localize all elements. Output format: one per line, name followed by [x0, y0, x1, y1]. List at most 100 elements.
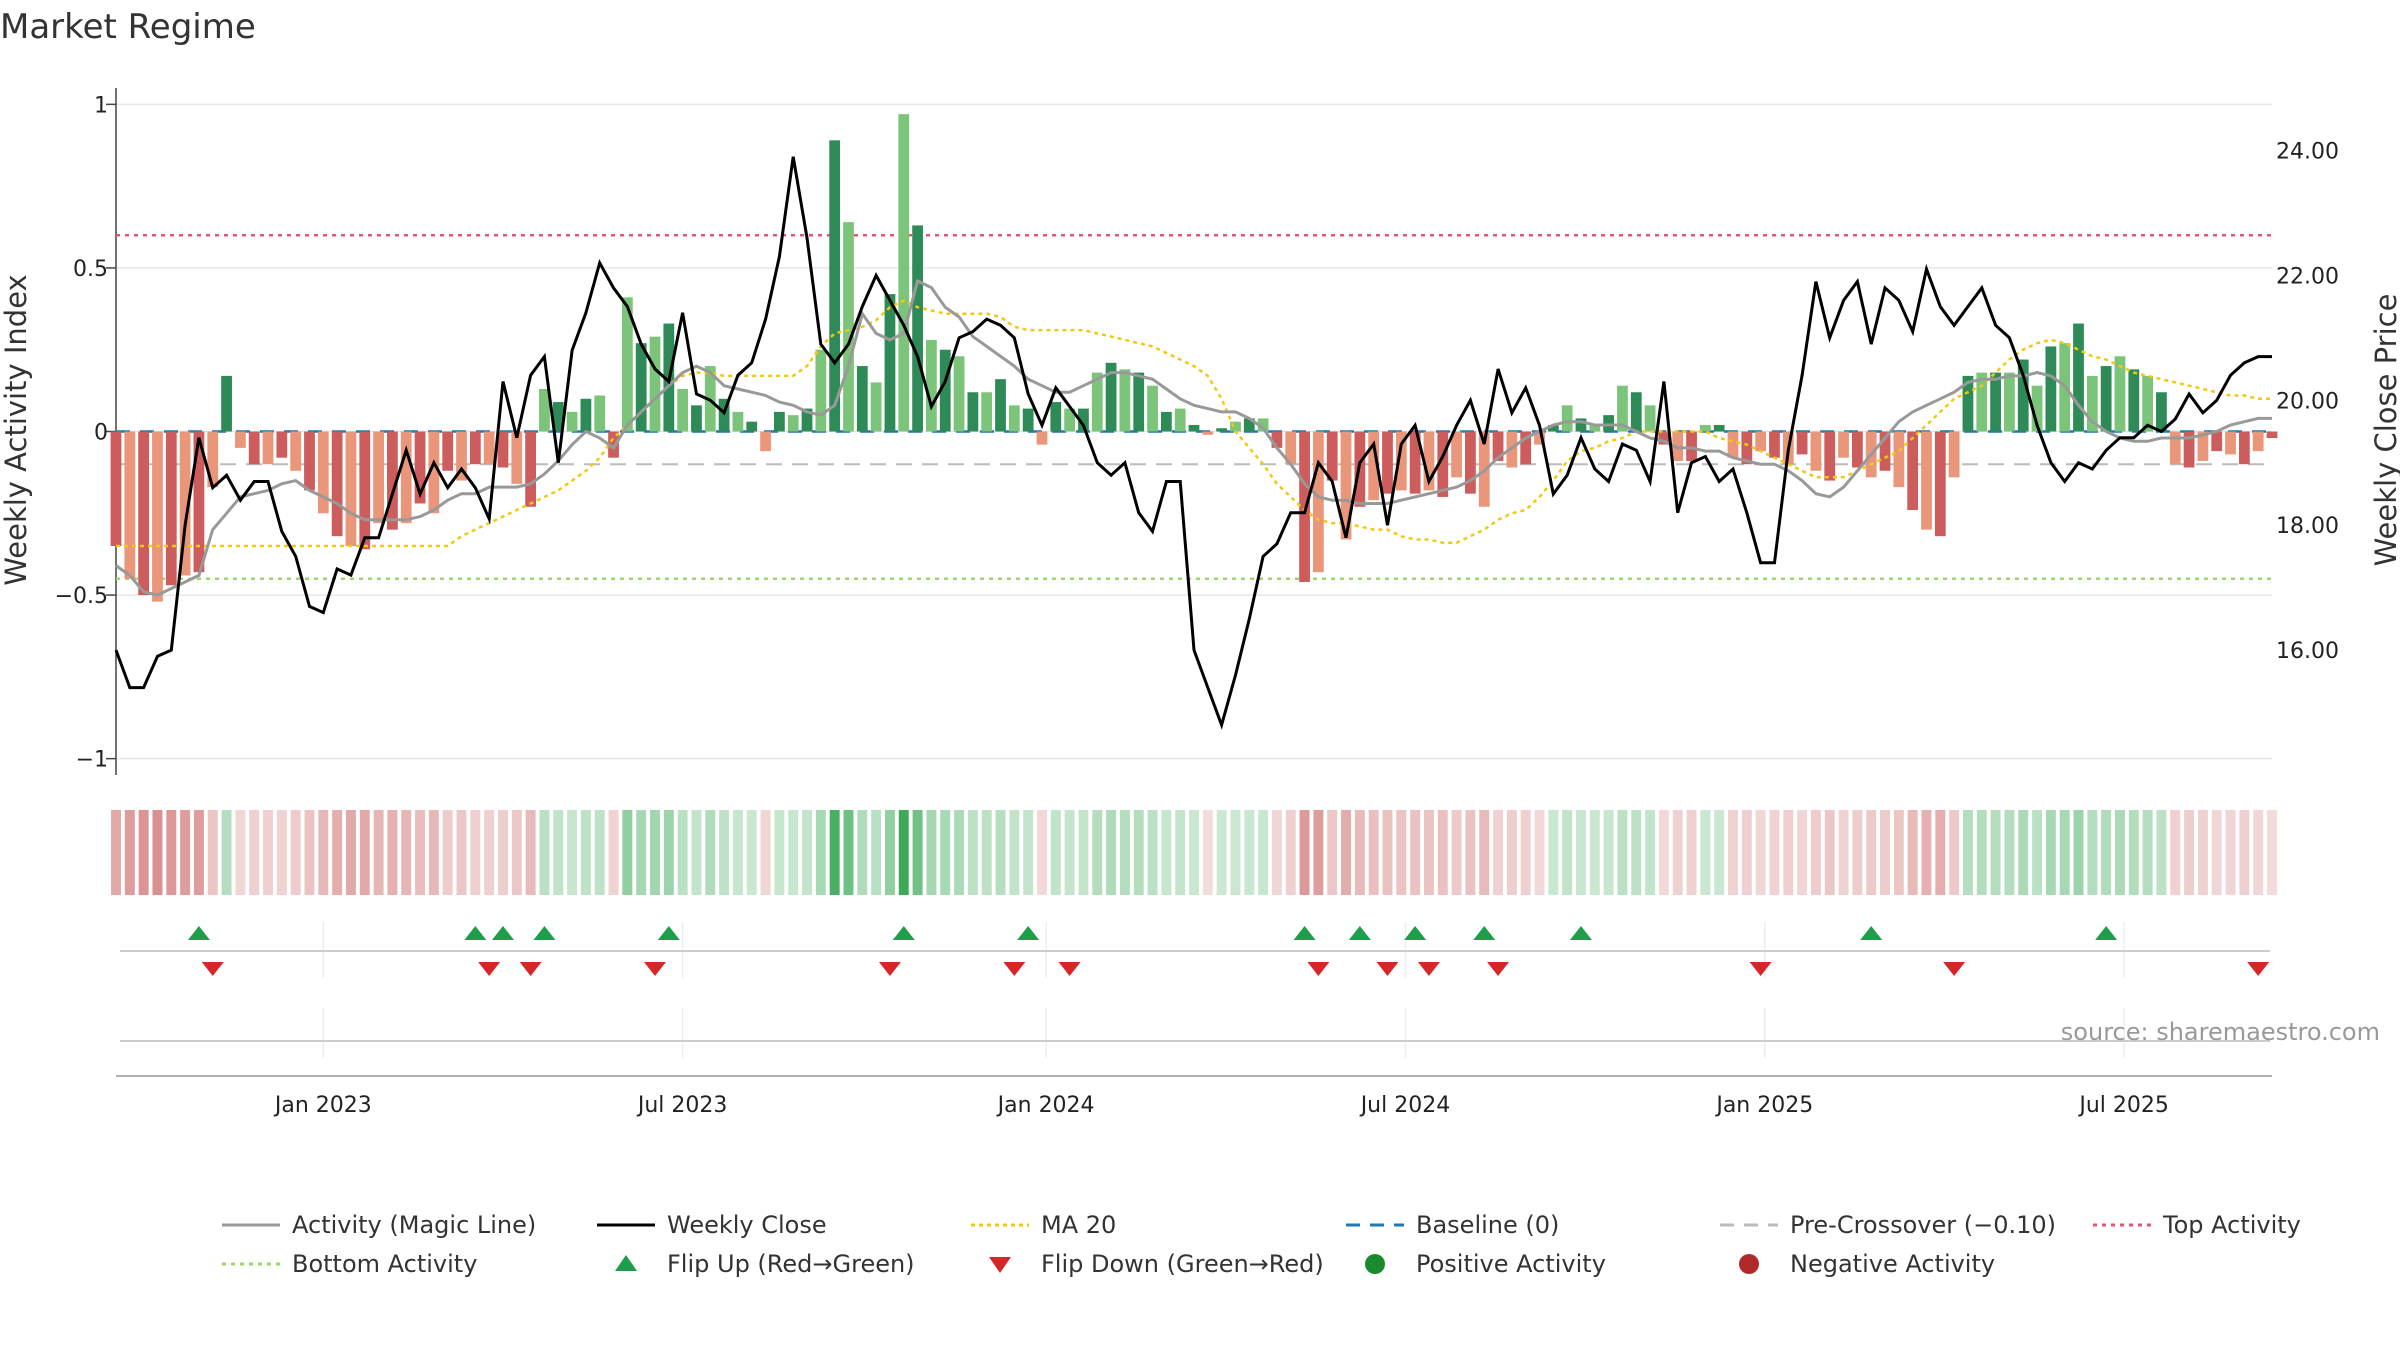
regime-cell — [553, 810, 564, 895]
activity-bar — [926, 339, 937, 432]
activity-bar — [635, 343, 647, 432]
regime-cell — [884, 810, 895, 895]
activity-bar — [2211, 431, 2223, 452]
activity-bar — [2017, 359, 2029, 432]
magic-line — [115, 278, 2272, 597]
regime-cell — [829, 810, 840, 895]
activity-bar — [1036, 431, 1048, 445]
legend-item: Positive Activity — [1365, 1250, 1606, 1278]
activity-bar — [2266, 431, 2278, 439]
regime-cell — [1396, 810, 1407, 895]
y-tick-label-right: 18.00 — [2276, 514, 2339, 539]
regime-cell — [732, 810, 743, 895]
regime-cell — [567, 810, 578, 895]
regime-cell — [2156, 810, 2167, 895]
regime-cell — [1617, 810, 1628, 895]
regime-cell — [1603, 810, 1614, 895]
activity-bar — [1064, 408, 1076, 432]
activity-bar — [2183, 431, 2195, 468]
x-tick-label: Jul 2023 — [636, 1093, 728, 1118]
legend-label: MA 20 — [1041, 1211, 1116, 1239]
regime-cell — [608, 810, 619, 895]
regime-cell — [1921, 810, 1932, 895]
activity-bar — [718, 398, 730, 432]
regime-cell — [1175, 810, 1186, 895]
regime-cell — [1672, 810, 1683, 895]
regime-cell — [2045, 810, 2056, 895]
regime-cell — [1258, 810, 1269, 895]
flip-up-marker — [1404, 926, 1427, 940]
activity-bar — [1948, 431, 1960, 478]
activity-bar — [1547, 424, 1559, 432]
regime-cell — [1147, 810, 1158, 895]
regime-cell — [1755, 810, 1766, 895]
regime-cell — [1230, 810, 1241, 895]
regime-cell — [705, 810, 716, 895]
regime-cell — [594, 810, 605, 895]
legend-item: Flip Up (Red→Green) — [615, 1250, 915, 1278]
activity-bar — [497, 431, 509, 468]
regime-cell — [2225, 810, 2236, 895]
regime-cell — [2059, 810, 2070, 895]
activity-bar — [2086, 375, 2098, 432]
activity-bar — [2073, 323, 2084, 432]
activity-bar — [815, 349, 827, 432]
regime-cell — [1092, 810, 1103, 895]
regime-cell — [1368, 810, 1379, 895]
axes: 1 0.5 0 −0.5 −1 24.00 22.00 20.00 18.00 16.00 — [55, 88, 2339, 775]
activity-bar — [234, 431, 246, 448]
triangle-up-icon — [615, 1255, 637, 1271]
activity-bar — [1091, 372, 1103, 432]
activity-bar — [2156, 392, 2167, 432]
activity-bar — [1340, 431, 1352, 540]
regime-cell — [677, 810, 688, 895]
regime-cell — [2239, 810, 2250, 895]
activity-bar — [1312, 431, 1324, 573]
regime-cell — [1783, 810, 1794, 895]
activity-bar — [373, 431, 384, 524]
regime-cell — [124, 810, 135, 895]
activity-bar — [207, 431, 219, 488]
activity-bar — [621, 297, 633, 432]
regime-cell — [940, 810, 951, 895]
regime-cell — [1202, 810, 1213, 895]
activity-bar — [2114, 356, 2126, 432]
regime-cell — [1562, 810, 1573, 895]
activity-bar — [1575, 418, 1587, 432]
flip-up-marker — [657, 926, 680, 940]
flip-down-marker — [1307, 962, 1330, 976]
regime-cell — [1285, 810, 1296, 895]
regime-cell — [1852, 810, 1863, 895]
regime-cell — [954, 810, 965, 895]
regime-cell — [1299, 810, 1310, 895]
regime-cell — [1493, 810, 1504, 895]
activity-bar — [1976, 372, 1988, 432]
regime-cell — [332, 810, 343, 895]
activity-bar — [152, 431, 163, 602]
regime-cell — [207, 810, 218, 895]
regime-cell — [580, 810, 591, 895]
activity-bar — [1921, 431, 1932, 530]
activity-bar — [221, 375, 232, 432]
regime-cell — [857, 810, 868, 895]
activity-bar — [525, 431, 537, 507]
regime-cell — [415, 810, 426, 895]
activity-bar — [1644, 405, 1656, 432]
legend-label: Negative Activity — [1790, 1250, 1995, 1278]
flip-up-marker — [892, 926, 915, 940]
activity-bar — [179, 431, 191, 576]
activity-bar — [787, 415, 799, 432]
regime-cell — [1437, 810, 1448, 895]
activity-bar — [1755, 431, 1767, 452]
regime-cell — [470, 810, 481, 895]
activity-bar — [1133, 372, 1145, 432]
regime-cell — [2087, 810, 2098, 895]
activity-bar — [110, 431, 122, 546]
y-tick-label-right: 16.00 — [2276, 639, 2339, 664]
weekly-close-line — [114, 156, 2272, 730]
regime-cell — [2004, 810, 2015, 895]
activity-bar — [1202, 431, 1214, 435]
activity-bar — [1810, 431, 1822, 471]
regime-cell — [304, 810, 315, 895]
regime-cell — [2211, 810, 2222, 895]
